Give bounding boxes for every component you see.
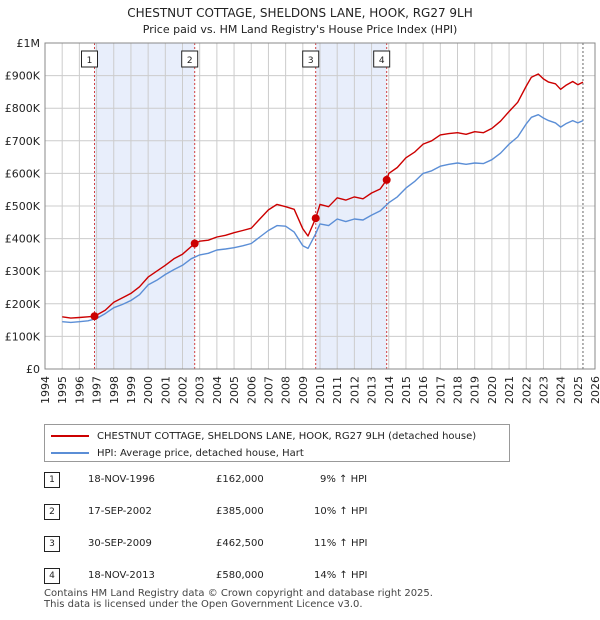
x-tick-label: 2020 bbox=[486, 376, 499, 404]
x-tick-label: 2009 bbox=[297, 376, 310, 404]
y-tick-label: £100K bbox=[5, 330, 41, 343]
x-tick-label: 2014 bbox=[383, 376, 396, 404]
x-tick-label: 2010 bbox=[314, 376, 327, 404]
y-tick-label: £700K bbox=[5, 135, 41, 148]
y-tick-label: £400K bbox=[5, 233, 41, 246]
sale-date: 18-NOV-1996 bbox=[88, 474, 155, 485]
sale-row: 3 30-SEP-2009 £462,500 11% ↑ HPI bbox=[44, 536, 564, 554]
y-tick-label: £300K bbox=[5, 265, 41, 278]
x-tick-label: 2005 bbox=[228, 376, 241, 404]
x-tick-label: 2016 bbox=[417, 376, 430, 404]
sale-number-badge: 1 bbox=[44, 472, 60, 488]
chart-subtitle: Price paid vs. HM Land Registry's House … bbox=[143, 23, 458, 36]
footer-line-1: Contains HM Land Registry data © Crown c… bbox=[44, 588, 433, 599]
x-tick-label: 2025 bbox=[572, 376, 585, 404]
x-tick-label: 2001 bbox=[159, 376, 172, 404]
x-tick-label: 1998 bbox=[108, 376, 121, 404]
sale-point bbox=[382, 175, 391, 184]
sale-hpi-change: 9% ↑ HPI bbox=[320, 474, 368, 485]
price-chart: CHESTNUT COTTAGE, SHELDONS LANE, HOOK, R… bbox=[5, 6, 600, 404]
x-tick-label: 1994 bbox=[39, 376, 52, 404]
sale-badge bbox=[373, 50, 391, 68]
sale-point bbox=[311, 214, 320, 223]
legend-swatch-hpi bbox=[51, 452, 89, 454]
x-tick-label: 2006 bbox=[245, 376, 258, 404]
sale-row: 1 18-NOV-1996 £162,000 9% ↑ HPI bbox=[44, 472, 564, 490]
sale-number-badge: 2 bbox=[44, 504, 60, 520]
x-tick-label: 2024 bbox=[555, 376, 568, 404]
sale-number-badge: 3 bbox=[44, 536, 60, 552]
x-tick-label: 1999 bbox=[125, 376, 138, 404]
sale-price: £162,000 bbox=[216, 474, 264, 485]
x-tick-label: 2018 bbox=[452, 376, 465, 404]
sale-price: £462,500 bbox=[216, 538, 264, 549]
y-tick-label: £1M bbox=[17, 37, 41, 50]
x-tick-label: 2003 bbox=[194, 376, 207, 404]
legend-label-property: CHESTNUT COTTAGE, SHELDONS LANE, HOOK, R… bbox=[97, 430, 477, 442]
sale-badge bbox=[302, 50, 320, 68]
x-tick-label: 2013 bbox=[366, 376, 379, 404]
hpi-series-line bbox=[62, 113, 584, 324]
x-tick-label: 2026 bbox=[589, 376, 600, 404]
legend: CHESTNUT COTTAGE, SHELDONS LANE, HOOK, R… bbox=[44, 424, 510, 462]
x-tick-label: 1996 bbox=[73, 376, 86, 404]
sale-point bbox=[90, 312, 99, 321]
sale-date: 17-SEP-2002 bbox=[88, 506, 152, 517]
sale-badge-label: 3 bbox=[308, 56, 314, 66]
x-tick-label: 2012 bbox=[348, 376, 361, 404]
sale-point bbox=[190, 239, 199, 248]
sale-row: 2 17-SEP-2002 £385,000 10% ↑ HPI bbox=[44, 504, 564, 522]
chart-title: CHESTNUT COTTAGE, SHELDONS LANE, HOOK, R… bbox=[127, 6, 473, 20]
x-tick-label: 2023 bbox=[537, 376, 550, 404]
sale-price: £385,000 bbox=[216, 506, 264, 517]
footer-attribution: Contains HM Land Registry data © Crown c… bbox=[44, 588, 433, 610]
x-tick-label: 2011 bbox=[331, 376, 344, 404]
x-tick-label: 2015 bbox=[400, 376, 413, 404]
sale-badge bbox=[81, 50, 98, 68]
sale-row: 4 18-NOV-2013 £580,000 14% ↑ HPI bbox=[44, 568, 564, 586]
sale-badge-label: 1 bbox=[87, 56, 93, 66]
legend-label-hpi: HPI: Average price, detached house, Hart bbox=[97, 447, 304, 459]
property-series-line bbox=[62, 73, 584, 319]
sale-hpi-change: 10% ↑ HPI bbox=[314, 506, 368, 517]
x-tick-label: 1995 bbox=[56, 376, 69, 404]
x-tick-label: 2000 bbox=[142, 376, 155, 404]
sale-badge-label: 4 bbox=[379, 56, 385, 66]
sale-date: 30-SEP-2009 bbox=[88, 538, 152, 549]
y-tick-label: £800K bbox=[5, 102, 41, 115]
sale-price: £580,000 bbox=[216, 570, 264, 581]
x-tick-label: 2021 bbox=[503, 376, 516, 404]
x-tick-label: 2007 bbox=[262, 376, 275, 404]
x-tick-label: 2017 bbox=[434, 376, 447, 404]
footer-line-2: This data is licensed under the Open Gov… bbox=[44, 599, 363, 610]
sale-badge-label: 2 bbox=[187, 56, 193, 66]
x-tick-label: 2019 bbox=[469, 376, 482, 404]
y-tick-label: £900K bbox=[5, 70, 41, 83]
x-tick-label: 2008 bbox=[280, 376, 293, 404]
x-tick-label: 1997 bbox=[91, 376, 104, 404]
legend-swatch-property bbox=[51, 435, 89, 437]
legend-item-property: CHESTNUT COTTAGE, SHELDONS LANE, HOOK, R… bbox=[51, 428, 476, 444]
sale-hpi-change: 14% ↑ HPI bbox=[314, 570, 368, 581]
y-tick-label: £200K bbox=[5, 298, 41, 311]
legend-item-hpi: HPI: Average price, detached house, Hart bbox=[51, 445, 304, 461]
x-tick-label: 2022 bbox=[520, 376, 533, 404]
y-tick-label: £0 bbox=[26, 363, 40, 376]
sale-number-badge: 4 bbox=[44, 568, 60, 584]
sale-hpi-change: 11% ↑ HPI bbox=[314, 538, 368, 549]
x-tick-label: 2002 bbox=[177, 376, 190, 404]
x-tick-label: 2004 bbox=[211, 376, 224, 404]
plot-border bbox=[44, 42, 596, 370]
sale-badge bbox=[181, 50, 199, 68]
y-tick-label: £600K bbox=[5, 167, 41, 180]
y-tick-label: £500K bbox=[5, 200, 41, 213]
sale-date: 18-NOV-2013 bbox=[88, 570, 155, 581]
